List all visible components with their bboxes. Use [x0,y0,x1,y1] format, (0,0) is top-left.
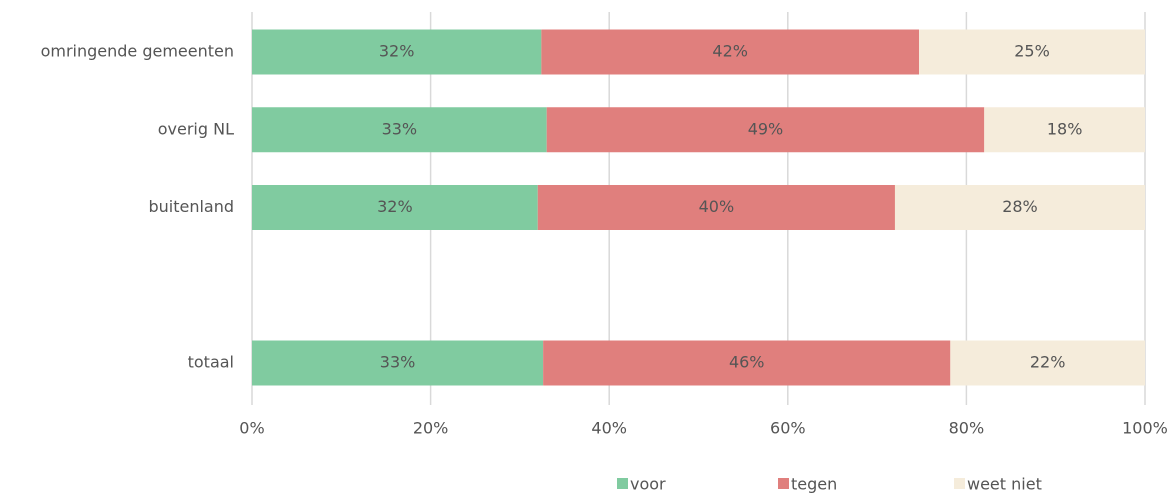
bar-segment [252,107,547,153]
y-tick-label: totaal [188,353,234,372]
data-label: 25% [1014,42,1050,61]
x-tick-label: 40% [591,419,627,438]
data-label: 42% [712,42,748,61]
y-tick-label: omringende gemeenten [41,42,234,61]
data-label: 40% [699,197,735,216]
y-tick-label: buitenland [148,197,234,216]
data-label: 33% [382,119,418,138]
bar-segment [546,107,985,153]
bar-segment [252,185,538,230]
bar-segment [252,29,542,75]
data-label: 32% [379,42,415,61]
data-label: 33% [380,353,416,372]
data-label: 28% [1002,197,1038,216]
data-label: 18% [1047,119,1083,138]
x-tick-label: 0% [239,419,264,438]
data-label: 32% [377,197,413,216]
x-tick-label: 20% [413,419,449,438]
data-label: 46% [729,353,765,372]
data-label: 49% [748,119,784,138]
bar-segment [919,29,1145,75]
bar-segment [984,107,1145,153]
bar-segment [950,340,1145,386]
y-tick-label: overig NL [158,119,234,138]
bar-segment [894,185,1145,230]
legend-label: voor [630,475,666,494]
legend-swatch [954,478,965,489]
x-tick-label: 100% [1122,419,1168,438]
x-tick-label: 60% [770,419,806,438]
bar-segment [537,185,895,230]
bar-segment [252,340,544,386]
bar-segment [541,29,920,75]
bar-segment [543,340,951,386]
legend-swatch [617,478,628,489]
legend-label: tegen [791,475,837,494]
data-label: 22% [1030,353,1066,372]
legend-label: weet niet [967,475,1042,494]
legend-swatch [778,478,789,489]
x-tick-label: 80% [949,419,985,438]
